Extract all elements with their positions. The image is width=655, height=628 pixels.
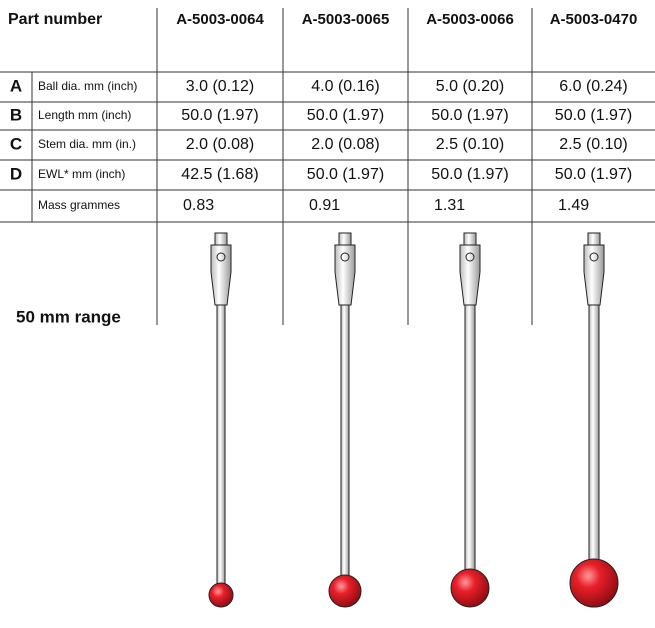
stylus-body bbox=[334, 244, 356, 306]
stylus-body bbox=[210, 244, 232, 306]
stylus-ball bbox=[450, 568, 490, 608]
part-number: A-5003-0066 bbox=[426, 11, 514, 28]
cell-value: 50.0 (1.97) bbox=[307, 166, 384, 183]
row-key: A bbox=[10, 76, 22, 95]
row-label: Mass grammes bbox=[38, 198, 120, 212]
stylus-hole bbox=[589, 252, 599, 262]
cell-value: 2.5 (0.10) bbox=[559, 136, 627, 153]
cell-value: 50.0 (1.97) bbox=[555, 107, 632, 124]
stylus-hole bbox=[216, 252, 226, 262]
cell-value: 2.5 (0.10) bbox=[436, 136, 504, 153]
stylus-thread bbox=[463, 232, 477, 246]
cell-value: 0.91 bbox=[309, 197, 340, 214]
stylus-hole bbox=[340, 252, 350, 262]
cell-value: 3.0 (0.12) bbox=[186, 78, 254, 95]
stylus-ball bbox=[569, 558, 619, 608]
part-number: A-5003-0470 bbox=[550, 11, 638, 28]
cell-value: 50.0 (1.97) bbox=[431, 166, 508, 183]
stylus-body bbox=[583, 244, 605, 306]
stylus-stem bbox=[340, 304, 350, 590]
cell-value: 2.0 (0.08) bbox=[311, 136, 379, 153]
stylus-stem bbox=[216, 304, 226, 594]
stylus-thread bbox=[587, 232, 601, 246]
part-number: A-5003-0065 bbox=[302, 11, 390, 28]
row-label: Length mm (inch) bbox=[38, 108, 131, 122]
row-key: D bbox=[10, 164, 22, 183]
row-label: Stem dia. mm (in.) bbox=[38, 137, 136, 151]
stylus-stem bbox=[464, 304, 476, 587]
stylus-thread bbox=[214, 232, 228, 246]
cell-value: 50.0 (1.97) bbox=[307, 107, 384, 124]
stylus-ball bbox=[208, 582, 234, 608]
cell-value: 42.5 (1.68) bbox=[181, 166, 258, 183]
cell-value: 5.0 (0.20) bbox=[436, 78, 504, 95]
row-label: Ball dia. mm (inch) bbox=[38, 79, 137, 93]
cell-value: 6.0 (0.24) bbox=[559, 78, 627, 95]
row-key: C bbox=[10, 134, 22, 153]
stylus-thread bbox=[338, 232, 352, 246]
cell-value: 0.83 bbox=[183, 197, 214, 214]
cell-value: 1.31 bbox=[434, 197, 465, 214]
cell-value: 50.0 (1.97) bbox=[181, 107, 258, 124]
row-key: B bbox=[10, 105, 22, 124]
cell-value: 2.0 (0.08) bbox=[186, 136, 254, 153]
stylus-body bbox=[459, 244, 481, 306]
stylus-ball bbox=[328, 574, 362, 608]
cell-value: 4.0 (0.16) bbox=[311, 78, 379, 95]
cell-value: 50.0 (1.97) bbox=[555, 166, 632, 183]
range-label: 50 mm range bbox=[16, 307, 121, 326]
stylus-stem bbox=[588, 304, 600, 582]
part-number: A-5003-0064 bbox=[176, 11, 264, 28]
cell-value: 50.0 (1.97) bbox=[431, 107, 508, 124]
stylus-hole bbox=[465, 252, 475, 262]
cell-value: 1.49 bbox=[558, 197, 589, 214]
row-label: EWL* mm (inch) bbox=[38, 167, 125, 181]
header-label: Part number bbox=[8, 11, 102, 28]
